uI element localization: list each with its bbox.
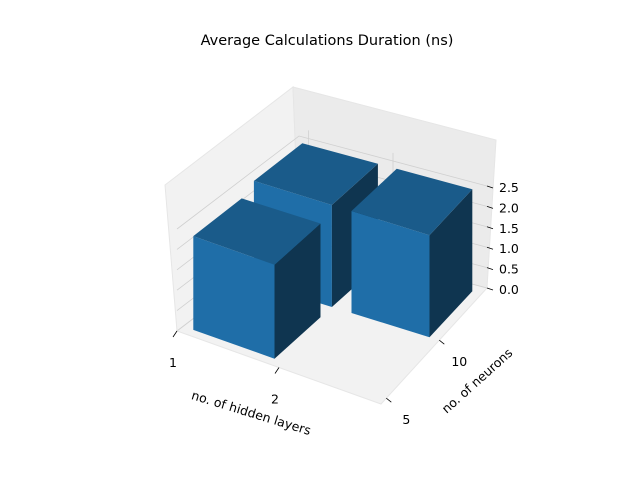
bar-2-front: [193, 236, 275, 359]
z-tick-mark-0: [486, 287, 494, 291]
z-tick-label-1: 0.5: [499, 262, 519, 277]
bar-1: [351, 168, 473, 338]
bars-group: [193, 143, 473, 359]
z-tick-mark-5: [486, 185, 494, 189]
bar-2-top: [193, 198, 321, 265]
y-tick-label-0: 5: [402, 412, 410, 427]
z-tick-label-0: 0.0: [499, 282, 519, 297]
bar-1-front: [351, 211, 430, 338]
y-tick-label-1: 10: [451, 354, 467, 369]
bar-1-side: [429, 189, 473, 338]
z-tick-mark-2: [486, 246, 494, 250]
x-tick-label-0: 1: [169, 355, 177, 370]
y-tick-mark-0: [386, 397, 392, 403]
z-tick-mark-1: [486, 267, 494, 270]
z-tick-label-5: 2.5: [499, 180, 519, 195]
tick-labels: 1 2 5 10 0.0 0.5 1.0 1.5 2.0 2.5: [169, 180, 519, 427]
z-tick-label-4: 2.0: [499, 200, 519, 215]
y-tick-mark-1: [439, 339, 445, 345]
x-tick-mark-0: [172, 330, 178, 338]
grid-line-z-5: [176, 135, 488, 230]
z-tick-label-3: 1.5: [499, 221, 519, 236]
z-tick-mark-4: [486, 206, 494, 209]
bar-2: [193, 198, 321, 359]
x-tick-label-1: 2: [271, 392, 279, 407]
x-tick-mark-1: [274, 367, 280, 374]
x-axis-label: no. of hidden layers: [190, 387, 313, 438]
z-tick-mark-3: [486, 226, 494, 230]
z-tick-label-2: 1.0: [499, 241, 519, 256]
bar-2-side: [274, 223, 321, 359]
bar-0-top: [253, 143, 378, 205]
chart-title: Average Calculations Duration (ns): [200, 33, 454, 49]
y-axis-label: no. of neurons: [439, 345, 516, 416]
bar-1-top: [351, 168, 473, 236]
